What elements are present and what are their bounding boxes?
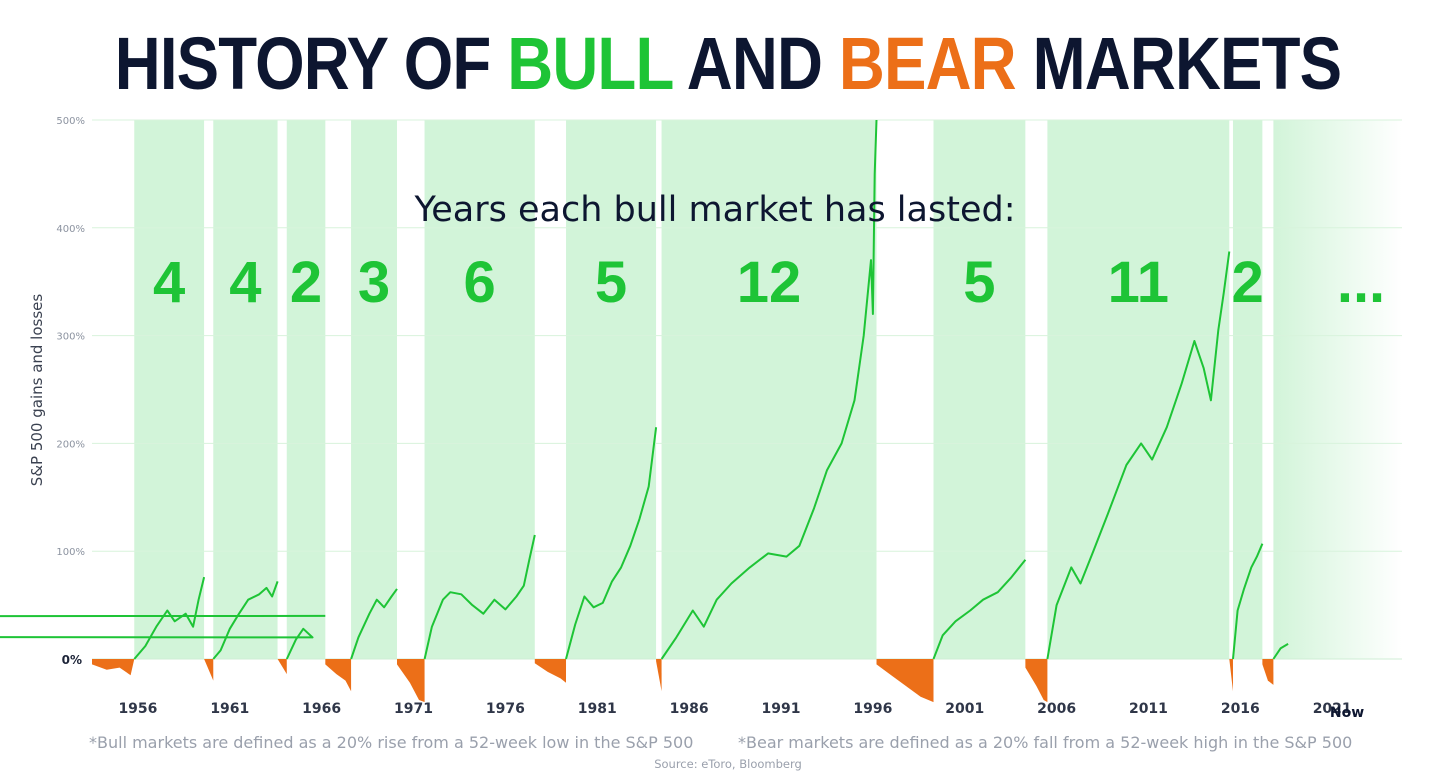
bull-years-label: 5 [595, 250, 627, 315]
annotation-years-lasted: Years each bull market has lasted: [414, 190, 1016, 230]
bear-area-3 [277, 659, 287, 675]
x-tick-label: 1986 [670, 701, 709, 717]
bull-line-9 [1046, 251, 1231, 660]
y-tick-label: 500% [56, 116, 85, 127]
bull-years-label: 12 [737, 250, 802, 315]
bull-line-4 [350, 588, 398, 660]
bull-band-11 [1273, 120, 1402, 659]
bull-line-7 [660, 119, 878, 660]
bull-line-1 [133, 576, 206, 660]
x-tick-label: 1991 [762, 701, 801, 717]
x-tick-label: 1996 [853, 701, 892, 717]
bear-area-7 [656, 659, 662, 692]
bear-area-6 [534, 659, 567, 683]
bear-area-8 [876, 659, 934, 703]
source-note: Source: eToro, Bloomberg [654, 757, 802, 771]
bear-footnote: *Bear markets are defined as a 20% fall … [738, 733, 1353, 752]
title-bull-word: BULL [507, 22, 673, 105]
bull-band-10 [1232, 120, 1263, 659]
bull-years-label: 4 [153, 250, 185, 315]
x-tick-label: 2021 [1313, 701, 1352, 717]
bull-band-9 [1047, 120, 1230, 659]
bull-band-1 [134, 120, 205, 659]
x-tick-label: 1961 [210, 701, 249, 717]
bull-band-2 [213, 120, 278, 659]
bull-line-8 [932, 559, 1027, 660]
bull-band-5 [424, 120, 535, 659]
chart-title: HISTORY OF BULL AND BEAR MARKETS [102, 22, 1354, 106]
title-part-1: HISTORY OF [114, 22, 508, 105]
bear-area-5 [396, 659, 425, 703]
bull-band-4 [351, 120, 397, 659]
bull-years-label: 5 [963, 250, 995, 315]
bull-years-label: 3 [358, 250, 390, 315]
title-part-2: AND [672, 22, 839, 105]
y-axis-label: S&P 500 gains and losses [28, 294, 46, 487]
x-tick-label: 2011 [1129, 701, 1168, 717]
x-tick-label: 1976 [486, 701, 525, 717]
bull-bear-chart: 0% 100% 200% 300% 400% 500% S&P 500 gains and … [0, 116, 1402, 721]
bull-line-10 [1232, 543, 1264, 660]
title-part-3: MARKETS [1015, 22, 1343, 105]
bear-area-2 [204, 659, 214, 681]
bull-years-label: 2 [1232, 250, 1264, 315]
bear-area-11 [1262, 659, 1274, 685]
title-bear-word: BEAR [838, 22, 1017, 105]
x-tick-label: 2001 [945, 701, 984, 717]
y-tick-label: 100% [56, 547, 85, 558]
x-tick-label: 1981 [578, 701, 617, 717]
bull-years-label: 4 [229, 250, 261, 315]
bull-years-label: ... [1337, 250, 1385, 315]
y-tick-label: 400% [56, 224, 85, 235]
bull-footnote: *Bull markets are defined as a 20% rise … [89, 733, 694, 752]
x-tick-label: 1971 [394, 701, 433, 717]
bull-line-5 [423, 534, 536, 660]
y-tick-label: 0% [62, 653, 82, 667]
bull-band-8 [933, 120, 1026, 659]
bear-area-9 [1025, 659, 1048, 703]
x-tick-label: 2006 [1037, 701, 1076, 717]
bull-years-label: 11 [1108, 250, 1169, 315]
bull-years-label: 6 [464, 250, 496, 315]
bull-line-11 [1272, 643, 1289, 660]
bear-area-4 [325, 659, 352, 692]
x-tick-label: Now [1330, 705, 1364, 721]
bull-band-7 [661, 120, 877, 659]
bull-line-6 [565, 427, 658, 660]
bull-line-3 [0, 614, 326, 660]
bull-line-2 [212, 581, 279, 660]
bull-band-6 [566, 120, 657, 659]
y-tick-label: 300% [56, 332, 85, 343]
bear-area-10 [1229, 659, 1233, 692]
x-tick-label: 2016 [1221, 701, 1260, 717]
bear-area-1 [92, 659, 135, 676]
bull-years-label: 2 [290, 250, 322, 315]
bull-band-3 [286, 120, 326, 659]
x-tick-label: 1956 [118, 701, 157, 717]
x-tick-label: 1966 [302, 701, 341, 717]
y-tick-label: 200% [56, 439, 85, 450]
